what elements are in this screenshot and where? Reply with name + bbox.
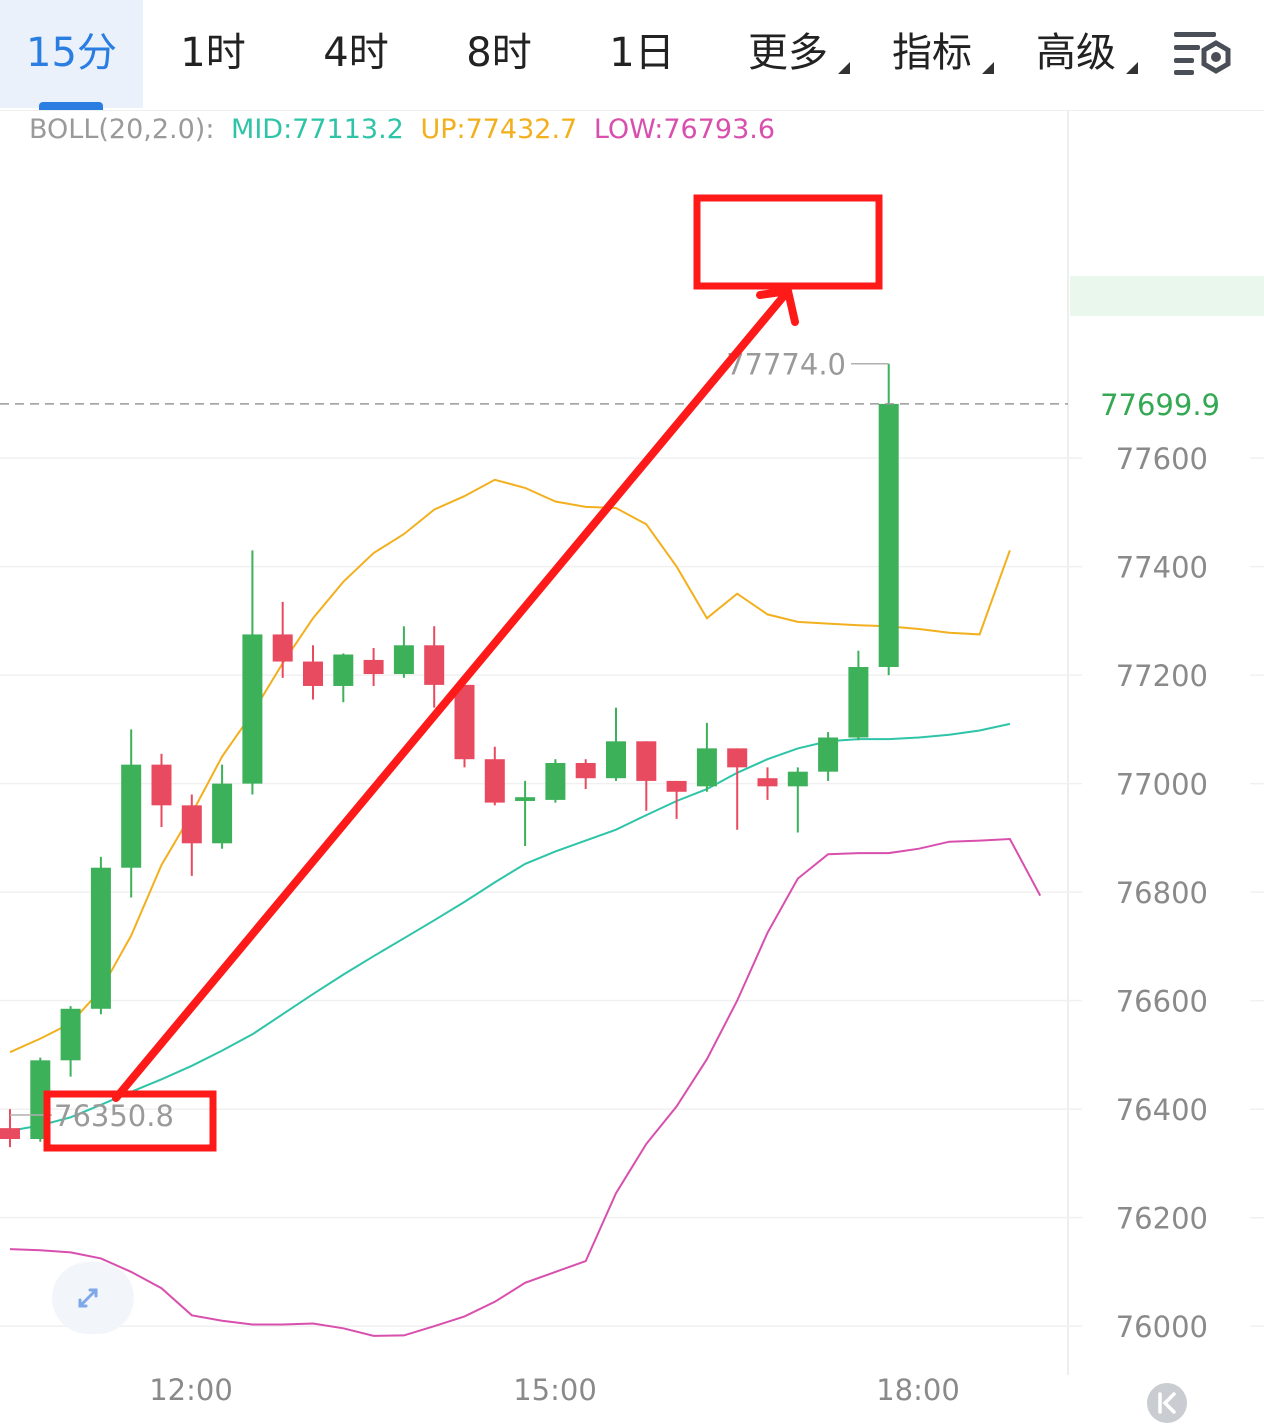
candle-up [393, 645, 414, 675]
current-price-label: 77699.9 [1100, 388, 1220, 422]
current-price-tag-bg [1070, 276, 1264, 316]
candle-down [303, 661, 323, 686]
boll-name: BOLL(20,2.0): [29, 114, 215, 145]
tab-label: 1日 [609, 30, 675, 76]
candle-up [606, 741, 626, 779]
candle-up [90, 867, 111, 1009]
dropdown-caret-icon [1126, 62, 1138, 74]
annotation-arrow-shaft [112, 293, 787, 1102]
candle-up [60, 1008, 81, 1061]
boll-low-line [9, 837, 1042, 1337]
y-tick-label: 76800 [1116, 876, 1208, 910]
boll-low-value: LOW:76793.6 [593, 114, 776, 145]
candle-down [757, 778, 778, 787]
tab-6[interactable]: 指标 [872, 0, 994, 108]
tab-label: 4时 [323, 30, 389, 76]
candle-up [515, 797, 536, 801]
candle-down [484, 759, 505, 803]
tab-label: 1时 [180, 30, 246, 76]
tab-5[interactable]: 更多 [728, 0, 850, 108]
boll-up-value: UP:77432.7 [420, 114, 578, 145]
tab-3[interactable]: 8时 [439, 0, 559, 108]
expand-arrows-icon [78, 1288, 98, 1308]
tab-label: 更多 [748, 30, 828, 76]
candle-up [848, 666, 869, 738]
candle-down [424, 645, 445, 685]
x-tick-label: 18:00 [876, 1373, 960, 1407]
boll-mid-line [9, 722, 1011, 1132]
high-label: 77774.0 [726, 348, 846, 382]
candle-up [333, 654, 354, 686]
expand-chart-button[interactable] [52, 1262, 134, 1334]
candle-up [818, 737, 839, 772]
candle-down [363, 659, 384, 675]
candle-up [545, 763, 566, 800]
dropdown-caret-icon [982, 62, 994, 74]
annotation-arrow-head [756, 287, 799, 326]
tab-7[interactable]: 高级 [1016, 0, 1138, 108]
chart-settings-button[interactable] [1170, 26, 1236, 82]
low-annotation-box [43, 1090, 217, 1152]
timeframe-tab-bar: 15分 1时 4时 8时 1日 更多 指标 高级 [0, 0, 1264, 111]
candle-down [727, 748, 748, 768]
candle-up [212, 783, 233, 844]
tab-label: 高级 [1036, 30, 1116, 76]
y-tick-label: 76400 [1116, 1093, 1208, 1127]
tab-label: 15分 [26, 30, 117, 76]
boll-indicator-legend: BOLL(20,2.0): MID:77113.2 UP:77432.7 LOW… [29, 114, 783, 145]
candle-down [272, 634, 293, 662]
candle-down [666, 780, 687, 792]
candle-up [696, 748, 717, 787]
x-tick-label: 12:00 [149, 1373, 233, 1407]
candle-down [575, 763, 596, 779]
candle-down [454, 684, 475, 760]
candle-down [636, 741, 657, 781]
dropdown-caret-icon [838, 62, 850, 74]
candle-up [878, 403, 899, 667]
candle-down [151, 764, 172, 806]
tab-2[interactable]: 4时 [296, 0, 416, 108]
candle-up [787, 771, 808, 787]
y-tick-label: 77000 [1116, 768, 1208, 802]
y-tick-label: 77400 [1116, 551, 1208, 585]
chart-settings-icon [1174, 32, 1231, 75]
jump-to-latest-button[interactable] [1147, 1383, 1187, 1423]
tab-4[interactable]: 1日 [582, 0, 702, 108]
y-tick-label: 76600 [1116, 985, 1208, 1019]
x-tick-label: 15:00 [513, 1373, 597, 1407]
candle-down [181, 805, 202, 844]
high-annotation-box [693, 194, 883, 290]
y-tick-label: 76000 [1116, 1310, 1208, 1344]
y-tick-label: 76200 [1116, 1202, 1208, 1236]
tab-label: 8时 [466, 30, 532, 76]
tab-1[interactable]: 1时 [153, 0, 273, 108]
boll-mid-value: MID:77113.2 [231, 114, 404, 145]
tab-0[interactable]: 15分 [0, 0, 143, 108]
candle-down [0, 1128, 20, 1139]
candle-up [121, 764, 142, 868]
boll-up-line [9, 478, 1011, 1054]
candle-up [242, 634, 263, 784]
jump-latest-icon [1158, 1392, 1176, 1414]
tab-label: 指标 [892, 30, 972, 76]
y-tick-label: 77600 [1116, 442, 1208, 476]
low-label: 76350.8 [54, 1099, 174, 1133]
candlestick-chart[interactable]: 76000 76200 76400 76600 76800 77000 77200 77400… [0, 110, 1264, 1414]
active-tab-indicator [39, 102, 103, 110]
y-tick-label: 77200 [1116, 659, 1208, 693]
